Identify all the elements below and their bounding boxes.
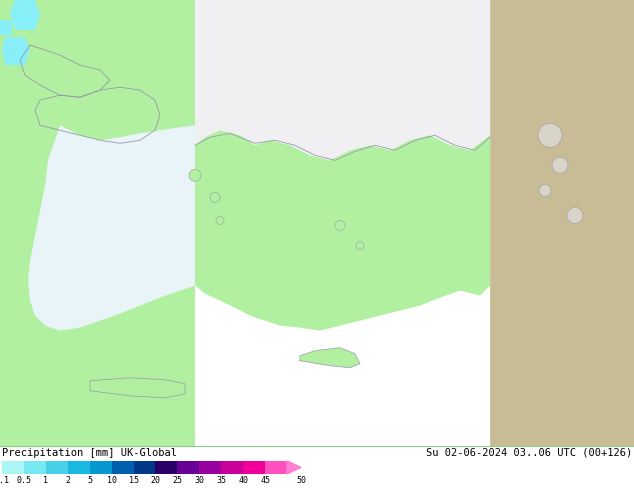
Polygon shape	[300, 348, 360, 368]
Circle shape	[538, 123, 562, 147]
Text: 0.5: 0.5	[16, 476, 32, 485]
Circle shape	[539, 184, 551, 196]
Polygon shape	[195, 130, 490, 331]
Circle shape	[189, 170, 201, 181]
Polygon shape	[0, 0, 195, 446]
Bar	[2, 461, 24, 474]
Bar	[89, 461, 112, 474]
Polygon shape	[490, 0, 634, 446]
Text: 0.1: 0.1	[0, 476, 10, 485]
Polygon shape	[287, 461, 301, 474]
Circle shape	[335, 220, 345, 230]
Circle shape	[216, 217, 224, 224]
Circle shape	[356, 242, 364, 249]
Text: 20: 20	[150, 476, 160, 485]
Circle shape	[552, 157, 568, 173]
Polygon shape	[195, 0, 490, 160]
Text: 1: 1	[43, 476, 48, 485]
Text: Su 02-06-2024 03..06 UTC (00+126): Su 02-06-2024 03..06 UTC (00+126)	[426, 448, 632, 458]
Text: 5: 5	[87, 476, 92, 485]
Bar	[265, 461, 287, 474]
Bar	[24, 461, 46, 474]
Polygon shape	[90, 378, 185, 398]
Text: 40: 40	[238, 476, 248, 485]
Bar	[178, 461, 199, 474]
Bar	[68, 461, 89, 474]
Text: 35: 35	[216, 476, 226, 485]
Bar	[134, 461, 155, 474]
Bar	[46, 461, 68, 474]
Text: 45: 45	[260, 476, 270, 485]
Circle shape	[567, 207, 583, 223]
Text: 25: 25	[172, 476, 183, 485]
Bar	[221, 461, 243, 474]
Bar	[243, 461, 265, 474]
Circle shape	[210, 193, 220, 202]
Bar	[199, 461, 221, 474]
Polygon shape	[10, 0, 40, 30]
Polygon shape	[2, 37, 30, 65]
Text: Precipitation [mm] UK-Global: Precipitation [mm] UK-Global	[2, 448, 177, 458]
Text: 15: 15	[129, 476, 139, 485]
Bar	[112, 461, 134, 474]
Text: 10: 10	[107, 476, 117, 485]
Text: 50: 50	[296, 476, 306, 485]
Bar	[155, 461, 178, 474]
Text: 2: 2	[65, 476, 70, 485]
Polygon shape	[28, 125, 195, 331]
Polygon shape	[0, 20, 12, 35]
Text: 30: 30	[194, 476, 204, 485]
